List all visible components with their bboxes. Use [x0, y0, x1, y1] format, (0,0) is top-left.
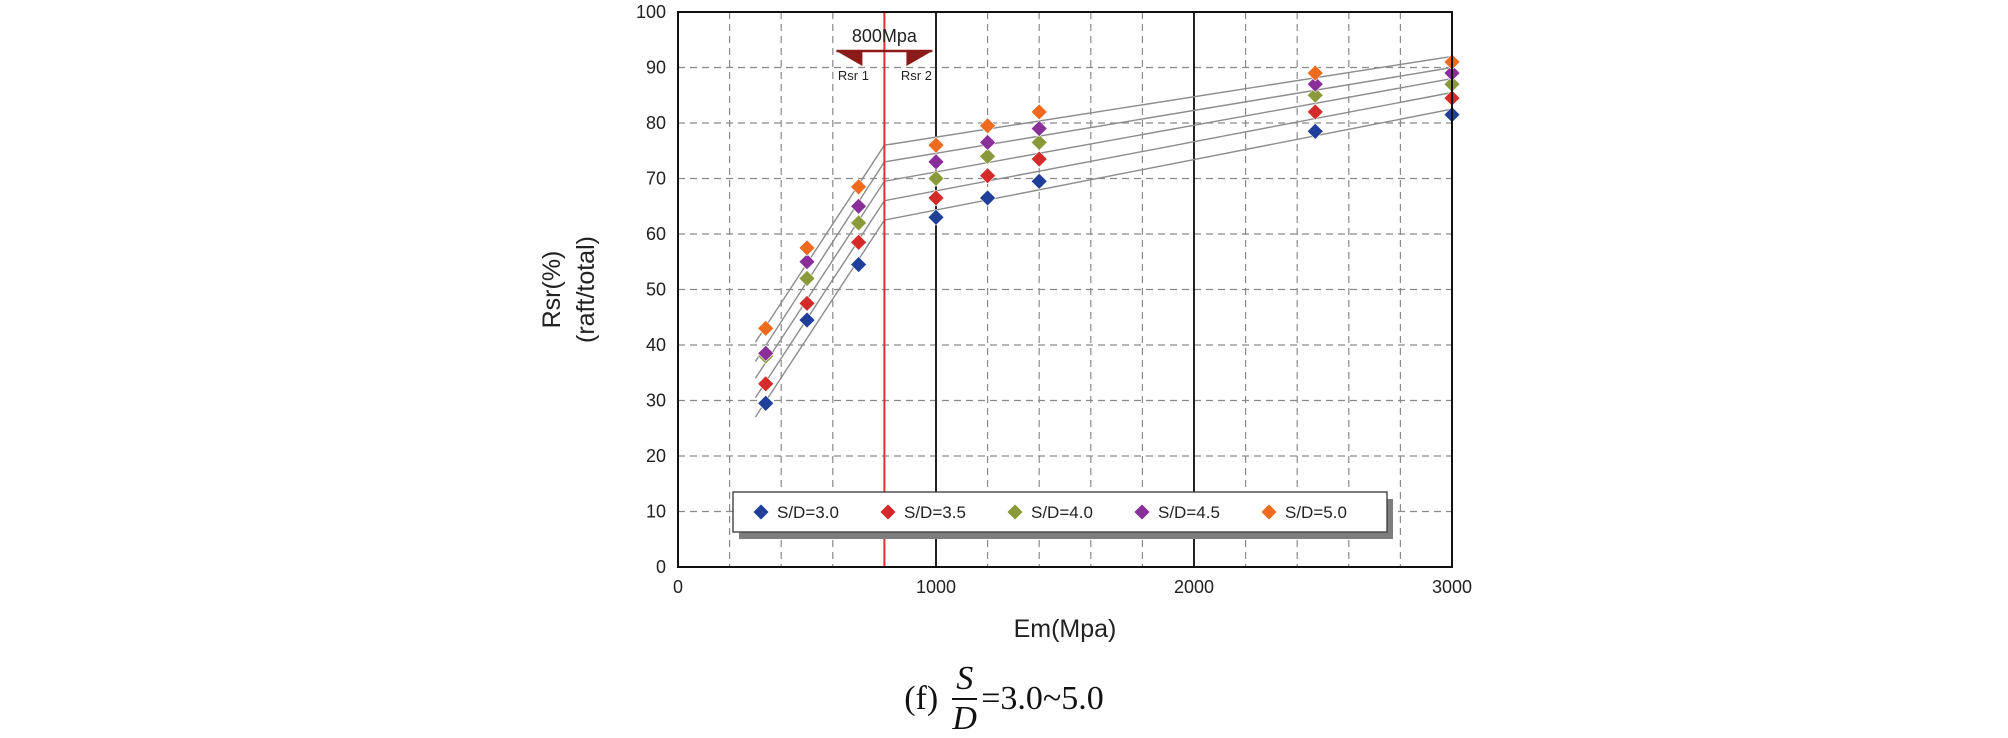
data-point	[850, 178, 868, 196]
threshold-marker: 800Mpa Rsr 1 Rsr 2	[836, 12, 933, 567]
caption-label: (f)	[904, 680, 939, 717]
data-point	[927, 208, 945, 226]
data-point	[798, 311, 816, 329]
data-point	[850, 233, 868, 251]
data-point	[1306, 75, 1324, 93]
data-point	[798, 269, 816, 287]
legend-entry: S/D=5.0	[1285, 503, 1347, 522]
y-axis-label: Rsr(%)	[538, 251, 566, 329]
y-tick-label: 30	[646, 391, 666, 411]
threshold-right-arrow-icon	[906, 51, 933, 66]
plot-frame	[677, 11, 1453, 568]
legend: S/D=3.0 S/D=3.5 S/D=4.0 S/D=4.5 S/D=5.0	[732, 491, 1393, 539]
data-point	[927, 189, 945, 207]
data-point	[798, 253, 816, 271]
caption-fraction: S D	[952, 662, 978, 737]
caption-denominator: D	[952, 700, 977, 737]
y-axis-label-secondary: (raft/total)	[572, 236, 600, 343]
y-tick-label: 0	[656, 557, 666, 577]
legend-entry: S/D=3.5	[904, 503, 966, 522]
data-point	[798, 294, 816, 312]
data-point	[850, 256, 868, 273]
caption-numerator: S	[952, 662, 978, 700]
data-point	[927, 136, 945, 154]
threshold-left-label: Rsr 1	[838, 68, 869, 83]
y-tick-label: 80	[646, 113, 666, 133]
threshold-label: 800Mpa	[852, 26, 918, 46]
data-point	[850, 214, 868, 232]
data-point	[1030, 172, 1048, 190]
data-point	[979, 117, 997, 135]
data-point	[1306, 103, 1324, 121]
legend-box	[732, 491, 1388, 533]
y-tick-label: 90	[646, 58, 666, 78]
x-tick-label: 2000	[1174, 577, 1214, 597]
x-tick-label: 3000	[1432, 577, 1472, 597]
x-tick-label: 0	[673, 577, 683, 597]
legend-entry: S/D=4.5	[1158, 503, 1220, 522]
data-point	[757, 394, 775, 412]
data-point	[979, 167, 997, 185]
fit-line	[754, 66, 1453, 362]
data-point	[798, 239, 816, 257]
legend-marker	[752, 503, 770, 521]
grid	[678, 12, 1452, 567]
data-point	[927, 153, 945, 171]
data-point	[757, 319, 775, 337]
caption-suffix: =3.0~5.0	[981, 680, 1104, 717]
threshold-left-arrow-icon	[836, 51, 863, 66]
data-point	[979, 134, 997, 151]
data-point	[927, 170, 945, 187]
data-point	[1030, 150, 1048, 168]
data-point	[757, 344, 775, 362]
x-tick-label: 1000	[916, 577, 956, 597]
figure-caption: (f) S D =3.0~5.0	[0, 660, 2008, 738]
legend-marker	[1006, 503, 1024, 521]
y-tick-label: 40	[646, 335, 666, 355]
legend-marker	[879, 503, 897, 521]
data-point	[979, 147, 997, 165]
y-tick-label: 50	[646, 280, 666, 300]
data-point	[1030, 103, 1048, 121]
data-point	[850, 197, 868, 215]
legend-entry: S/D=4.0	[1031, 503, 1093, 522]
data-points	[757, 53, 1461, 412]
y-tick-label: 70	[646, 169, 666, 189]
threshold-right-label: Rsr 2	[901, 68, 932, 83]
data-point	[757, 375, 775, 393]
y-tick-label: 10	[646, 502, 666, 522]
legend-entry: S/D=3.0	[777, 503, 839, 522]
data-point	[979, 189, 997, 207]
data-point	[1306, 122, 1324, 140]
data-point	[1306, 64, 1324, 82]
legend-marker	[1133, 503, 1151, 521]
x-axis-label: Em(Mpa)	[1014, 615, 1117, 643]
data-point	[1306, 86, 1324, 104]
y-tick-label: 60	[646, 224, 666, 244]
y-tick-label: 20	[646, 446, 666, 466]
legend-marker	[1260, 503, 1278, 521]
data-point	[1030, 120, 1048, 137]
data-point	[1030, 134, 1048, 151]
y-tick-label: 100	[636, 2, 666, 22]
